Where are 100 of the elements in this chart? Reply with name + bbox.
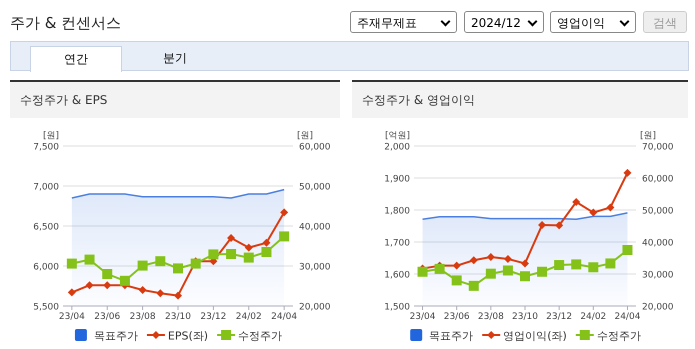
y-tick-label: 1,600 xyxy=(384,270,410,280)
x-tick-label: 23/08 xyxy=(478,312,504,322)
y-axis-title: [억원] xyxy=(384,131,410,141)
point xyxy=(452,275,462,286)
x-tick-label: 23/12 xyxy=(546,312,572,322)
legend-label: EPS(좌) xyxy=(168,330,208,342)
point xyxy=(173,263,183,274)
point xyxy=(418,266,428,277)
x-tick-label: 23/06 xyxy=(444,312,470,322)
y-axis-title: [원] xyxy=(42,131,59,141)
y-tick-label: 5,500 xyxy=(33,302,60,312)
y2-tick-label: 60,000 xyxy=(642,174,674,184)
point xyxy=(244,252,254,263)
text: 주가 & 컨센서스 xyxy=(10,14,122,33)
point xyxy=(190,258,201,269)
y2-tick-label: 40,000 xyxy=(299,222,331,232)
x-tick-label: 23/12 xyxy=(200,312,226,322)
point xyxy=(280,208,288,216)
point xyxy=(571,259,582,270)
legend-label: 수정주가 xyxy=(596,330,641,342)
y-tick-label: 6,500 xyxy=(33,222,60,232)
y2-tick-label: 20,000 xyxy=(642,302,674,312)
chart-title: 수정주가 & 영업이익 xyxy=(352,82,688,118)
y-tick-label: 6,000 xyxy=(33,262,60,272)
point xyxy=(434,264,445,274)
point xyxy=(470,256,478,264)
x-tick-label: 23/04 xyxy=(410,312,436,322)
chart-title: 수정주가 & EPS xyxy=(10,82,340,118)
text: 2024/12 xyxy=(464,11,544,33)
x-tick-label: 23/04 xyxy=(58,312,86,322)
point xyxy=(208,249,218,260)
point xyxy=(520,271,530,282)
text: 영업이익 xyxy=(550,11,636,33)
point xyxy=(120,276,130,286)
legend-label: 목표주가 xyxy=(429,330,474,342)
y2-tick-label: 30,000 xyxy=(642,270,674,280)
y2-tick-label: 20,000 xyxy=(299,302,331,312)
x-tick-label: 24/02 xyxy=(580,312,606,322)
y2-tick-label: 40,000 xyxy=(642,238,674,248)
text: 연간 xyxy=(30,46,122,72)
point xyxy=(279,231,290,242)
point xyxy=(555,221,564,230)
text: 검색 xyxy=(643,11,687,33)
y-tick-label: 7,500 xyxy=(33,142,60,152)
y2-tick-label: 30,000 xyxy=(299,262,331,272)
point xyxy=(155,256,166,266)
point xyxy=(261,247,272,257)
text: 주재무제표 xyxy=(350,11,457,33)
point xyxy=(102,269,112,279)
point xyxy=(86,281,94,290)
y2-tick-label: 50,000 xyxy=(642,206,674,216)
point xyxy=(554,260,564,270)
point xyxy=(623,168,632,177)
point xyxy=(103,281,112,290)
point xyxy=(66,258,77,269)
point xyxy=(622,245,632,255)
x-tick-label: 24/04 xyxy=(271,312,298,322)
point xyxy=(226,249,236,259)
y2-tick-label: 70,000 xyxy=(642,142,674,152)
point xyxy=(84,254,95,265)
point xyxy=(572,198,580,206)
point xyxy=(504,254,512,263)
x-tick-label: 24/04 xyxy=(614,312,641,322)
y2-tick-label: 60,000 xyxy=(299,142,331,152)
y-tick-label: 1,500 xyxy=(384,302,410,312)
point xyxy=(156,289,164,298)
y-tick-label: 7,000 xyxy=(33,182,60,192)
legend-label: 목표주가 xyxy=(94,330,138,342)
x-tick-label: 23/10 xyxy=(512,312,538,322)
point xyxy=(521,259,529,268)
x-tick-label: 23/10 xyxy=(165,312,192,322)
text: 분기 xyxy=(162,50,188,67)
y-tick-label: 2,000 xyxy=(384,142,410,152)
point xyxy=(605,258,616,268)
y-tick-label: 1,700 xyxy=(384,238,410,248)
x-tick-label: 23/08 xyxy=(130,312,156,322)
legend-label: 영업이익(좌) xyxy=(503,330,567,342)
point xyxy=(138,260,148,271)
point xyxy=(452,262,461,270)
point xyxy=(174,292,182,300)
point xyxy=(227,234,236,242)
point xyxy=(468,280,479,291)
y2-axis-title: [원] xyxy=(297,131,314,141)
point xyxy=(486,253,495,262)
point xyxy=(537,266,548,277)
legend-label: 수정주가 xyxy=(238,330,282,342)
point xyxy=(138,286,147,294)
point xyxy=(588,262,598,272)
point xyxy=(502,265,513,276)
y2-tick-label: 50,000 xyxy=(299,182,331,192)
point xyxy=(538,221,546,230)
x-tick-label: 24/02 xyxy=(236,312,262,322)
y2-axis-title: [원] xyxy=(640,131,656,141)
point xyxy=(589,208,598,217)
y-tick-label: 1,900 xyxy=(384,174,410,184)
point xyxy=(262,238,270,247)
point xyxy=(606,203,614,212)
point xyxy=(486,268,496,279)
point xyxy=(244,244,253,252)
x-tick-label: 23/06 xyxy=(94,312,120,322)
